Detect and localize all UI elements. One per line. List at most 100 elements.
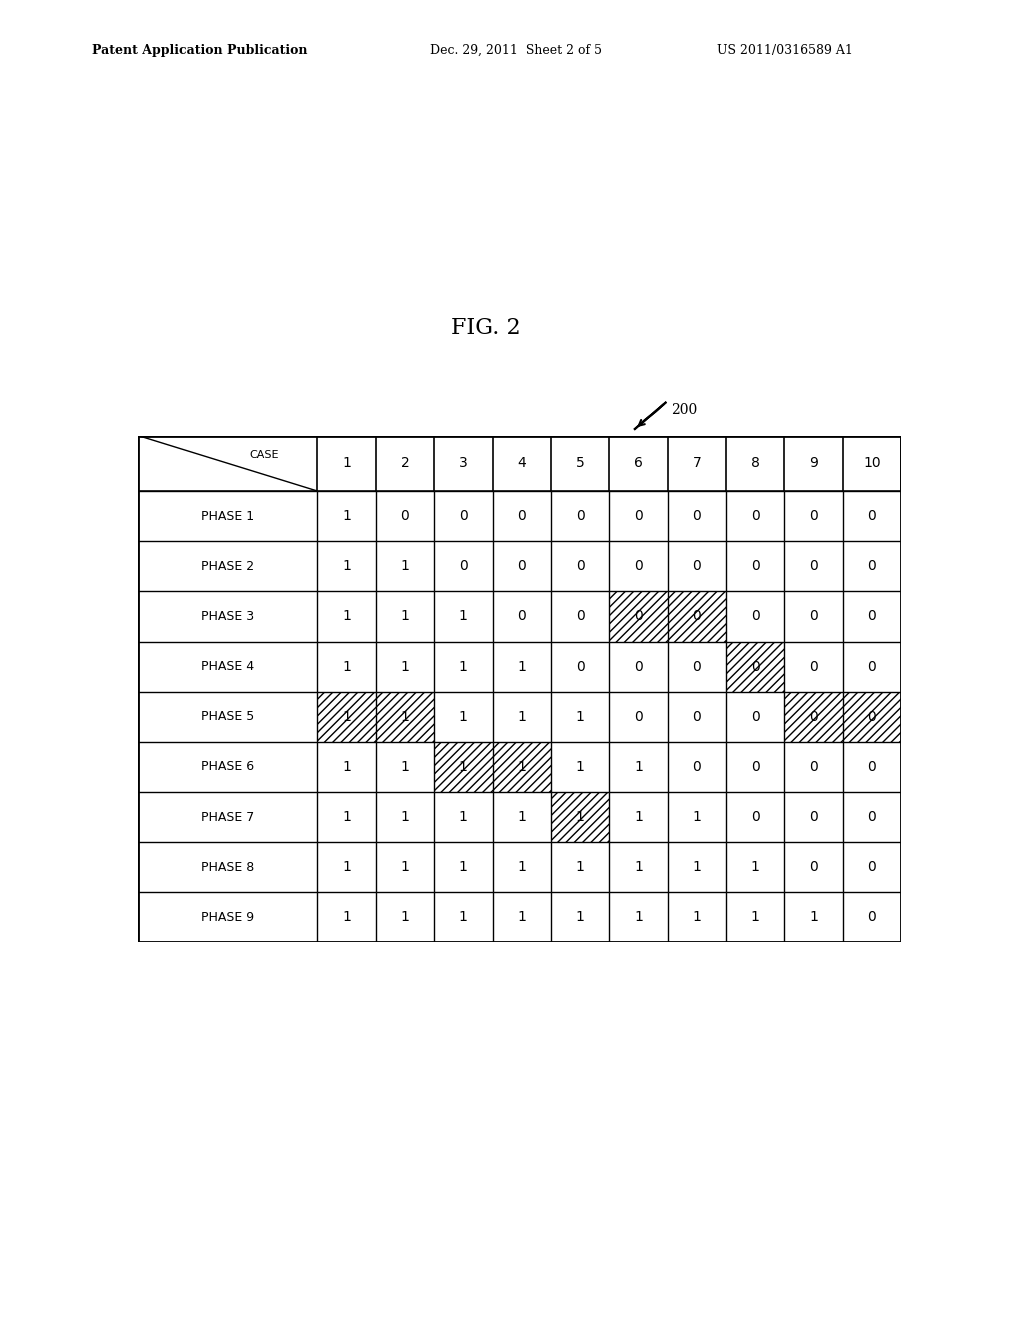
Text: 0: 0 (517, 510, 526, 523)
Text: 0: 0 (867, 861, 877, 874)
Text: 0: 0 (809, 710, 818, 723)
Text: 1: 1 (400, 560, 410, 573)
Text: 1: 1 (517, 660, 526, 673)
Text: 1: 1 (692, 810, 701, 824)
Text: PHASE 2: PHASE 2 (202, 560, 254, 573)
Text: 0: 0 (692, 760, 701, 774)
Text: 0: 0 (575, 560, 585, 573)
Text: 0: 0 (867, 810, 877, 824)
Text: 0: 0 (867, 760, 877, 774)
Text: 8: 8 (751, 457, 760, 470)
Text: 1: 1 (459, 760, 468, 774)
Text: 1: 1 (634, 861, 643, 874)
Text: 1: 1 (459, 610, 468, 623)
Text: 1: 1 (342, 810, 351, 824)
Text: 0: 0 (751, 760, 760, 774)
Text: 1: 1 (459, 810, 468, 824)
Text: 0: 0 (517, 560, 526, 573)
Text: 1: 1 (575, 760, 585, 774)
Text: 0: 0 (634, 560, 643, 573)
Text: 1: 1 (459, 710, 468, 723)
Text: 0: 0 (400, 510, 410, 523)
Text: 7: 7 (692, 457, 701, 470)
Text: 1: 1 (517, 911, 526, 924)
Text: FIG. 2: FIG. 2 (451, 317, 520, 339)
Text: 1: 1 (400, 760, 410, 774)
Text: 0: 0 (867, 610, 877, 623)
Text: US 2011/0316589 A1: US 2011/0316589 A1 (717, 44, 853, 57)
Text: PHASE 3: PHASE 3 (202, 610, 254, 623)
Text: 1: 1 (342, 610, 351, 623)
Text: 0: 0 (459, 510, 468, 523)
Text: 1: 1 (634, 810, 643, 824)
Text: 1: 1 (459, 911, 468, 924)
Text: 0: 0 (809, 810, 818, 824)
Text: 1: 1 (400, 710, 410, 723)
Text: 4: 4 (517, 457, 526, 470)
Text: 0: 0 (867, 710, 877, 723)
Text: 0: 0 (634, 710, 643, 723)
Text: 9: 9 (809, 457, 818, 470)
Text: 0: 0 (751, 610, 760, 623)
Text: 1: 1 (692, 911, 701, 924)
Text: 3: 3 (459, 457, 468, 470)
Text: 1: 1 (342, 560, 351, 573)
Text: 1: 1 (342, 861, 351, 874)
Text: PHASE 6: PHASE 6 (202, 760, 254, 774)
Text: 1: 1 (400, 810, 410, 824)
Text: 1: 1 (342, 457, 351, 470)
Text: Patent Application Publication: Patent Application Publication (92, 44, 307, 57)
Text: 0: 0 (867, 911, 877, 924)
Text: 1: 1 (517, 861, 526, 874)
Text: 5: 5 (575, 457, 585, 470)
Text: 0: 0 (809, 760, 818, 774)
Text: 0: 0 (751, 710, 760, 723)
Text: 0: 0 (809, 560, 818, 573)
Text: 1: 1 (342, 510, 351, 523)
Text: 0: 0 (809, 610, 818, 623)
Text: 1: 1 (575, 710, 585, 723)
Text: 1: 1 (459, 660, 468, 673)
Text: 0: 0 (517, 610, 526, 623)
Text: 0: 0 (692, 660, 701, 673)
Text: 0: 0 (575, 610, 585, 623)
Text: 0: 0 (692, 560, 701, 573)
Text: 1: 1 (400, 911, 410, 924)
Text: 1: 1 (575, 911, 585, 924)
Text: PHASE 4: PHASE 4 (202, 660, 254, 673)
Text: 1: 1 (751, 861, 760, 874)
Text: 1: 1 (517, 710, 526, 723)
Text: 0: 0 (634, 660, 643, 673)
Text: 200: 200 (671, 403, 697, 417)
Text: PHASE 9: PHASE 9 (202, 911, 254, 924)
Text: 1: 1 (575, 810, 585, 824)
Text: 1: 1 (692, 861, 701, 874)
Text: 2: 2 (400, 457, 410, 470)
Text: 1: 1 (400, 861, 410, 874)
Text: 1: 1 (634, 760, 643, 774)
Text: PHASE 1: PHASE 1 (202, 510, 254, 523)
Text: 0: 0 (751, 560, 760, 573)
Text: 0: 0 (634, 610, 643, 623)
Text: 1: 1 (751, 911, 760, 924)
Text: 0: 0 (867, 660, 877, 673)
Text: 1: 1 (459, 861, 468, 874)
Text: 1: 1 (634, 911, 643, 924)
Text: PHASE 8: PHASE 8 (201, 861, 255, 874)
Text: 0: 0 (809, 510, 818, 523)
Text: 1: 1 (809, 911, 818, 924)
Text: 0: 0 (867, 560, 877, 573)
Text: 0: 0 (575, 660, 585, 673)
Text: 0: 0 (692, 510, 701, 523)
Text: 0: 0 (692, 610, 701, 623)
Text: 0: 0 (751, 660, 760, 673)
Text: CASE: CASE (249, 450, 279, 459)
Text: 1: 1 (342, 760, 351, 774)
Text: 0: 0 (751, 510, 760, 523)
Text: 1: 1 (342, 911, 351, 924)
Text: 0: 0 (809, 660, 818, 673)
Text: 6: 6 (634, 457, 643, 470)
Text: 1: 1 (400, 660, 410, 673)
Text: 0: 0 (809, 861, 818, 874)
Text: 1: 1 (400, 610, 410, 623)
